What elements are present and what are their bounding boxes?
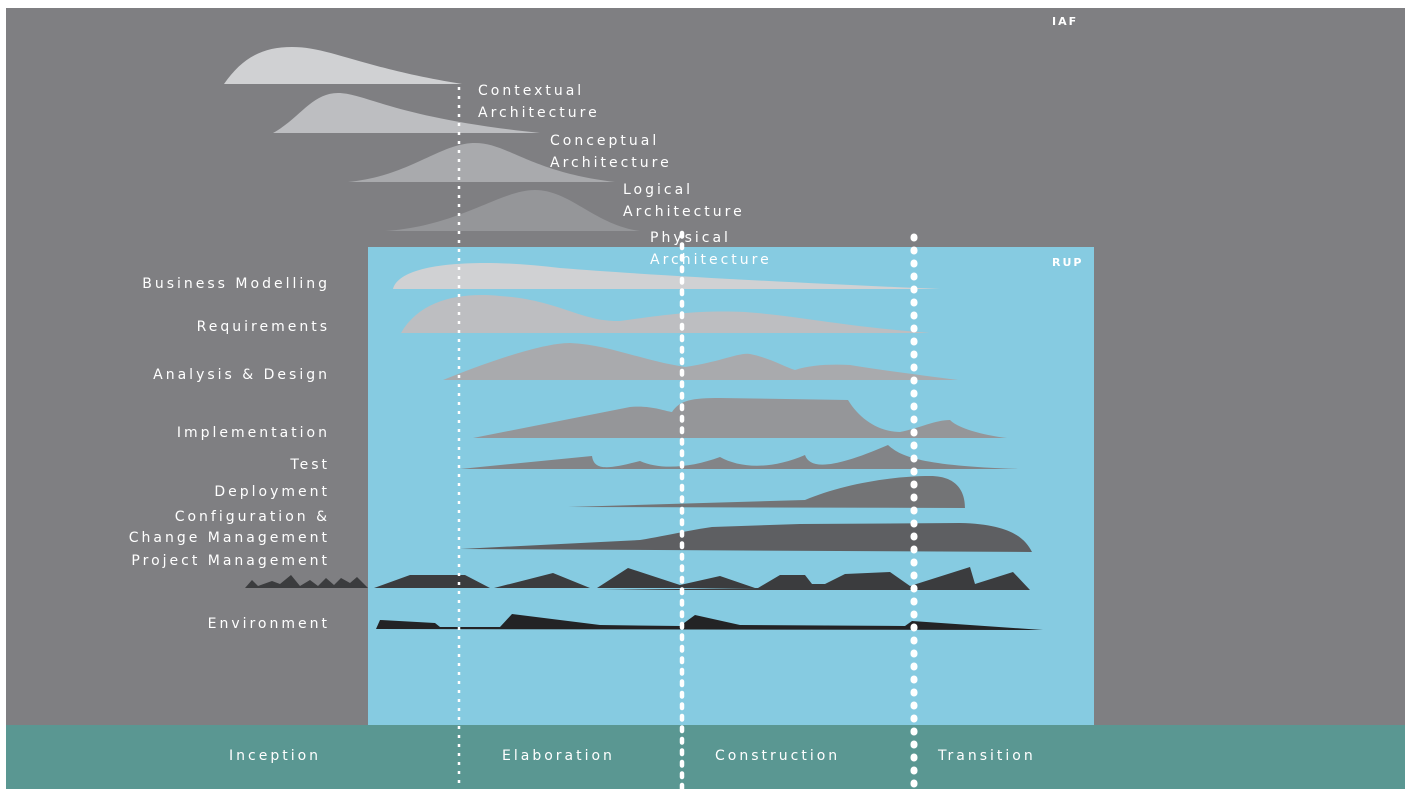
test-effort xyxy=(460,445,1020,469)
contextual-architecture-hump xyxy=(224,47,462,84)
analysis-design-effort xyxy=(443,343,958,380)
discipline-analysis-design: Analysis & Design xyxy=(153,367,330,383)
business-modelling-effort xyxy=(393,262,940,289)
discipline-project-management: Project Management xyxy=(131,553,330,569)
logical-architecture-label: Logical Architecture xyxy=(623,182,745,220)
environment-effort xyxy=(376,614,1043,630)
project-management-effort xyxy=(245,567,1030,590)
contextual-architecture-label: Contextual Architecture xyxy=(478,83,600,121)
rup-tag: RUP xyxy=(1052,256,1084,269)
phase-inception: Inception xyxy=(229,748,322,764)
discipline-deployment: Deployment xyxy=(214,484,330,500)
discipline-change-management: Change Management xyxy=(128,530,330,546)
conceptual-architecture-label: Conceptual Architecture xyxy=(550,133,672,171)
discipline-test: Test xyxy=(290,457,330,473)
deployment-effort xyxy=(568,476,965,508)
physical-architecture-hump xyxy=(385,190,640,231)
requirements-effort xyxy=(401,295,930,333)
discipline-requirements: Requirements xyxy=(196,319,330,335)
phase-transition: Transition xyxy=(938,748,1036,764)
discipline-implementation: Implementation xyxy=(176,425,330,441)
implementation-effort xyxy=(473,398,1007,438)
iaf-tag: IAF xyxy=(1052,15,1079,28)
phase-elaboration: Elaboration xyxy=(502,748,615,764)
physical-architecture-label: Physical Architecture xyxy=(650,230,772,268)
discipline-business-modelling: Business Modelling xyxy=(142,276,330,292)
config-change-effort xyxy=(460,523,1032,552)
discipline-environment: Environment xyxy=(207,616,330,632)
phase-band xyxy=(6,725,1405,789)
conceptual-architecture-hump xyxy=(273,93,540,133)
discipline-configuration: Configuration & xyxy=(174,509,330,525)
phase-construction: Construction xyxy=(715,748,841,764)
logical-architecture-hump xyxy=(348,143,615,182)
